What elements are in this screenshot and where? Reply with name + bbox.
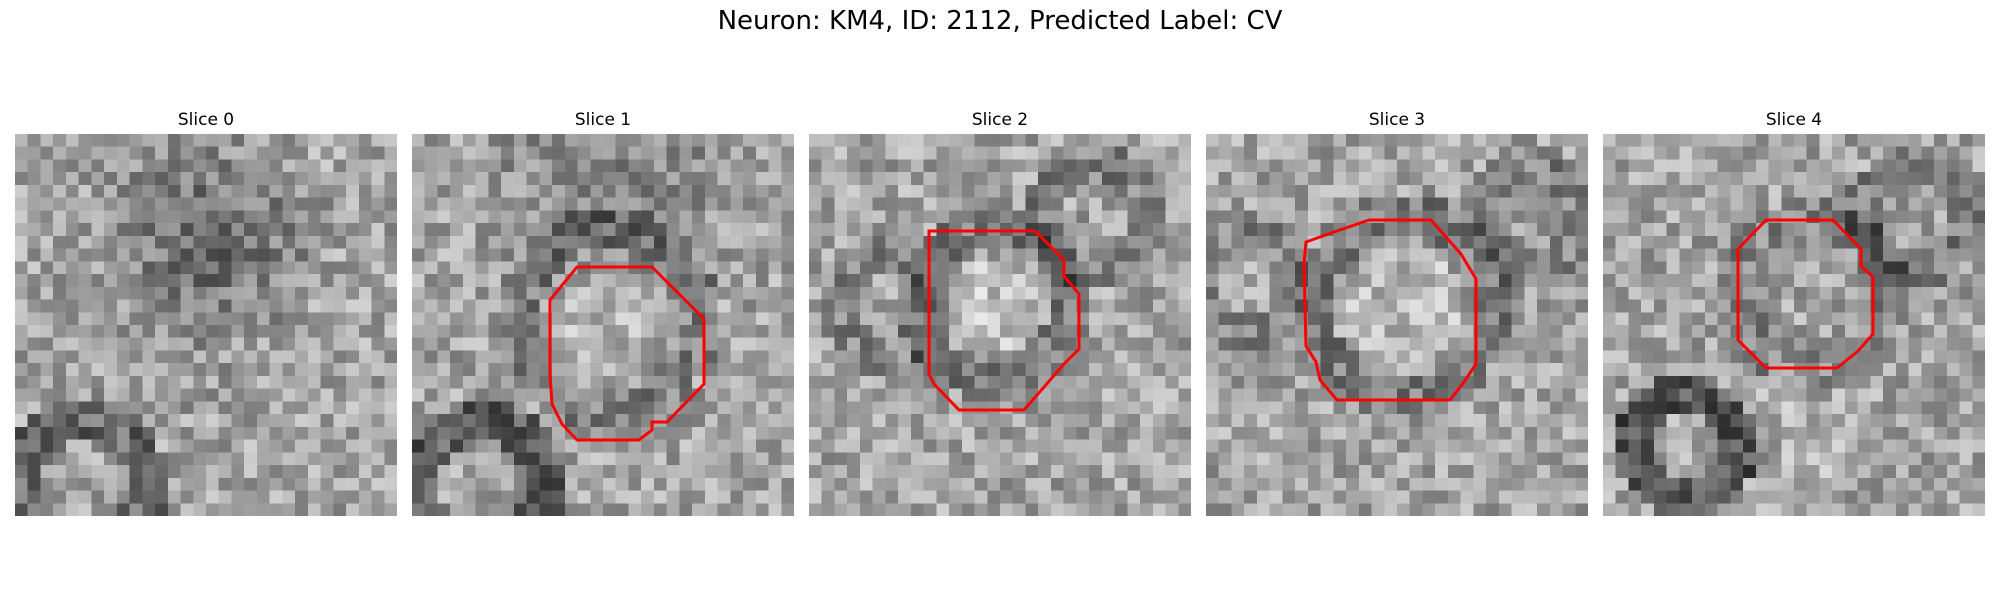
microscopy-image — [15, 134, 397, 516]
slice-title: Slice 0 — [177, 110, 235, 130]
slice-panel-1: Slice 1 — [412, 108, 794, 516]
slice-image — [809, 134, 1191, 516]
slice-panel-0: Slice 0 — [15, 108, 397, 516]
slice-image — [1603, 134, 1985, 516]
slice-image — [412, 134, 794, 516]
segmentation-contour — [1302, 218, 1478, 402]
slice-panel-4: Slice 4 — [1603, 108, 1985, 516]
slice-title: Slice 4 — [1765, 110, 1823, 130]
slice-title: Slice 2 — [971, 110, 1029, 130]
microscopy-image — [1206, 134, 1588, 516]
slice-title: Slice 1 — [574, 110, 632, 130]
slice-panel-3: Slice 3 — [1206, 108, 1588, 516]
figure-title: Neuron: KM4, ID: 2112, Predicted Label: … — [717, 6, 1283, 36]
slice-image — [15, 134, 397, 516]
microscopy-image — [1603, 134, 1985, 516]
microscopy-image — [809, 134, 1191, 516]
slice-title: Slice 3 — [1368, 110, 1426, 130]
segmentation-contour — [1736, 218, 1875, 370]
segmentation-contour — [927, 229, 1081, 412]
slice-image — [1206, 134, 1588, 516]
segmentation-contour — [548, 265, 706, 442]
slice-panel-2: Slice 2 — [809, 108, 1191, 516]
microscopy-image — [412, 134, 794, 516]
